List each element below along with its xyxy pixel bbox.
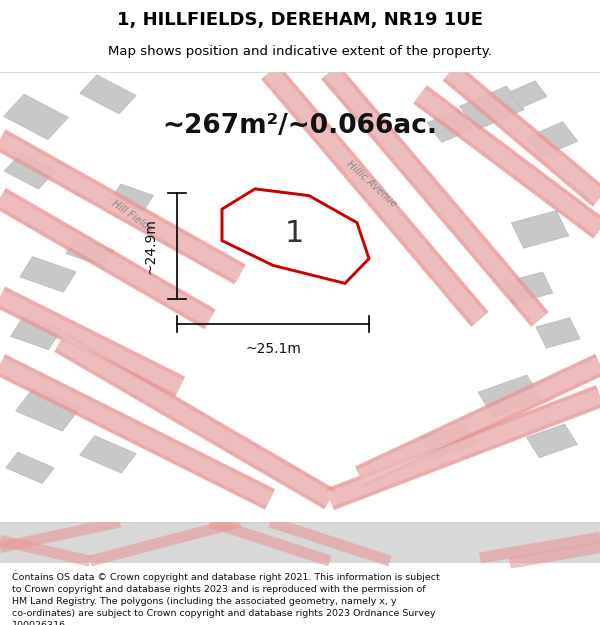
Bar [11,316,61,350]
Text: ~267m²/~0.066ac.: ~267m²/~0.066ac. [163,113,437,139]
Bar [110,184,154,212]
Text: Contains OS data © Crown copyright and database right 2021. This information is : Contains OS data © Crown copyright and d… [12,574,440,582]
Bar [527,424,577,458]
Text: 100026316.: 100026316. [12,621,69,625]
Bar [80,436,136,473]
Bar [4,94,68,139]
Text: Hillic Avenue: Hillic Avenue [345,159,399,209]
Bar [526,122,578,157]
Bar [4,152,56,189]
Bar [503,272,553,304]
Text: ~24.9m: ~24.9m [143,218,157,274]
Bar [509,81,547,107]
Bar [460,86,524,130]
Bar [80,75,136,114]
Text: 1: 1 [284,219,304,248]
Text: ~25.1m: ~25.1m [245,342,301,356]
Text: Hill Fields: Hill Fields [110,198,154,234]
Text: co-ordinates) are subject to Crown copyright and database rights 2023 Ordnance S: co-ordinates) are subject to Crown copyr… [12,609,436,618]
Text: HM Land Registry. The polygons (including the associated geometry, namely x, y: HM Land Registry. The polygons (includin… [12,597,397,606]
Bar [0,522,600,563]
Bar [511,211,569,248]
Bar [536,318,580,348]
Bar [20,257,76,292]
Bar [16,388,80,431]
Bar [422,423,478,459]
Text: Map shows position and indicative extent of the property.: Map shows position and indicative extent… [108,45,492,58]
Bar [427,109,473,142]
Bar [478,375,542,417]
Bar [66,237,114,267]
Bar [6,452,54,484]
Polygon shape [222,189,369,283]
Text: to Crown copyright and database rights 2023 and is reproduced with the permissio: to Crown copyright and database rights 2… [12,585,425,594]
Text: 1, HILLFIELDS, DEREHAM, NR19 1UE: 1, HILLFIELDS, DEREHAM, NR19 1UE [117,11,483,29]
